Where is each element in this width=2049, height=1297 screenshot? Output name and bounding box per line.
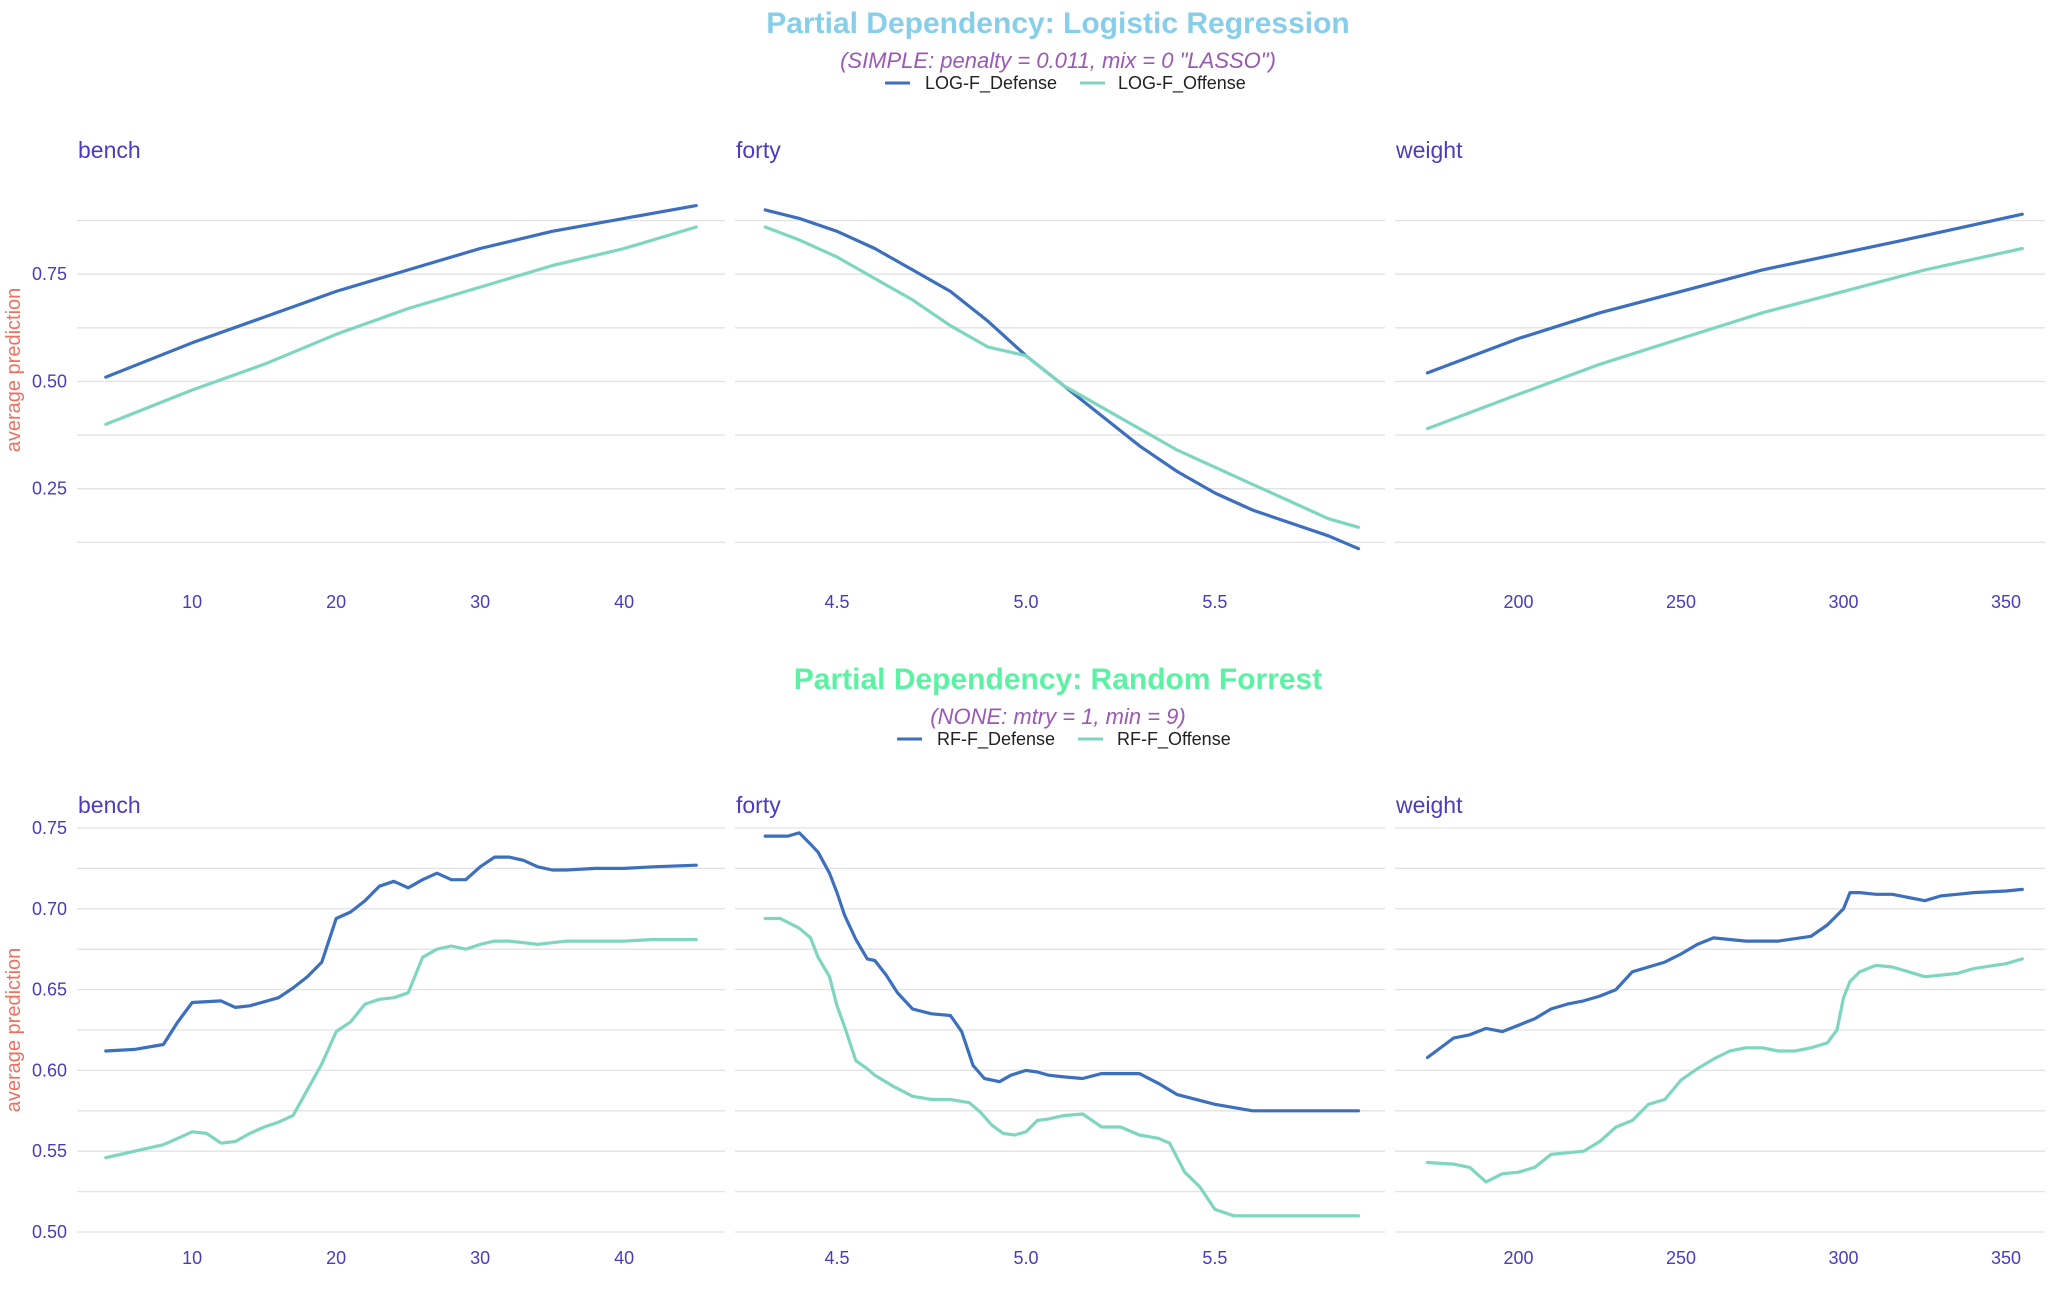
- x-tick-label: 10: [182, 1248, 202, 1268]
- x-tick-label: 200: [1503, 1248, 1533, 1268]
- series-line-RF-F_Defense: [104, 855, 698, 1053]
- x-tick-label: 20: [326, 1248, 346, 1268]
- panel-weight: weight 200 250 300 350: [1395, 137, 2045, 612]
- y-tick-label: 0.60: [32, 1060, 67, 1080]
- legend-label-1: RF-F_Defense: [937, 729, 1055, 750]
- legend-label-2: RF-F_Offense: [1117, 729, 1231, 750]
- x-tick-label: 5.0: [1013, 1248, 1038, 1268]
- series-line-LOG-F_Offense: [1425, 246, 2024, 431]
- panel-bench: bench 10 20 30 40: [77, 137, 725, 612]
- series-line-LOG-F_Defense: [104, 204, 698, 379]
- x-tick-label: 4.5: [825, 1248, 850, 1268]
- series-line-LOG-F_Defense: [763, 208, 1361, 551]
- x-tick-label: 350: [1991, 1248, 2021, 1268]
- y-tick-label: 0.75: [32, 818, 67, 838]
- panel-bench: bench 10 20 30 40: [77, 792, 725, 1268]
- x-tick-label: 30: [470, 592, 490, 612]
- chart-title: Partial Dependency: Logistic Regression: [766, 7, 1350, 40]
- y-axis-label: average prediction: [3, 288, 25, 453]
- y-tick-label: 0.65: [32, 980, 67, 1000]
- chart-subtitle: (SIMPLE: penalty = 0.011, mix = 0 "LASSO…: [840, 48, 1276, 73]
- y-tick-label: 0.50: [32, 1222, 67, 1242]
- legend-label-1: LOG-F_Defense: [925, 73, 1057, 94]
- x-tick-label: 40: [614, 1248, 634, 1268]
- panel-strip-label: forty: [736, 792, 781, 818]
- panel-strip-label: bench: [78, 792, 141, 818]
- series-line-RF-F_Defense: [763, 831, 1361, 1113]
- x-tick-label: 5.0: [1013, 592, 1038, 612]
- chart-subtitle: (NONE: mtry = 1, min = 9): [930, 704, 1186, 729]
- chart-1: Partial Dependency: Logistic Regression (…: [3, 7, 2045, 612]
- y-tick-label: 0.75: [32, 264, 67, 284]
- y-axis-label: average prediction: [3, 948, 25, 1113]
- series-line-LOG-F_Offense: [763, 225, 1361, 529]
- y-tick-label: 0.70: [32, 899, 67, 919]
- x-tick-label: 20: [326, 592, 346, 612]
- chart-2: Partial Dependency: Random Forrest (NONE:…: [3, 663, 2045, 1268]
- chart-legend: RF-F_Defense RF-F_Offense: [897, 729, 1231, 750]
- x-tick-label: 250: [1666, 1248, 1696, 1268]
- x-tick-label: 5.5: [1202, 592, 1227, 612]
- x-tick-label: 30: [470, 1248, 490, 1268]
- x-tick-label: 4.5: [825, 592, 850, 612]
- series-line-LOG-F_Offense: [104, 225, 698, 426]
- panel-strip-label: forty: [736, 137, 781, 163]
- series-line-RF-F_Defense: [1425, 887, 2024, 1060]
- x-tick-label: 300: [1828, 592, 1858, 612]
- legend-label-2: LOG-F_Offense: [1118, 73, 1246, 94]
- series-line-RF-F_Offense: [763, 916, 1361, 1218]
- panel-strip-label: bench: [78, 137, 141, 163]
- x-tick-label: 300: [1828, 1248, 1858, 1268]
- panel-strip-label: weight: [1395, 137, 1463, 163]
- y-tick-label: 0.50: [32, 371, 67, 391]
- panel-weight: weight 200 250 300 350: [1395, 792, 2045, 1268]
- series-line-RF-F_Offense: [1425, 957, 2024, 1184]
- x-tick-label: 40: [614, 592, 634, 612]
- x-tick-label: 5.5: [1202, 1248, 1227, 1268]
- panel-forty: forty 4.5 5.0 5.5: [735, 137, 1385, 612]
- x-tick-label: 250: [1666, 592, 1696, 612]
- series-line-RF-F_Offense: [104, 937, 698, 1160]
- x-tick-label: 10: [182, 592, 202, 612]
- chart-title: Partial Dependency: Random Forrest: [794, 663, 1322, 696]
- y-tick-label: 0.55: [32, 1141, 67, 1161]
- chart-legend: LOG-F_Defense LOG-F_Offense: [885, 73, 1246, 94]
- series-line-LOG-F_Defense: [1425, 212, 2024, 375]
- y-tick-label: 0.25: [32, 479, 67, 499]
- panel-forty: forty 4.5 5.0 5.5: [735, 792, 1385, 1268]
- x-tick-label: 350: [1991, 592, 2021, 612]
- x-tick-label: 200: [1503, 592, 1533, 612]
- panel-strip-label: weight: [1395, 792, 1463, 818]
